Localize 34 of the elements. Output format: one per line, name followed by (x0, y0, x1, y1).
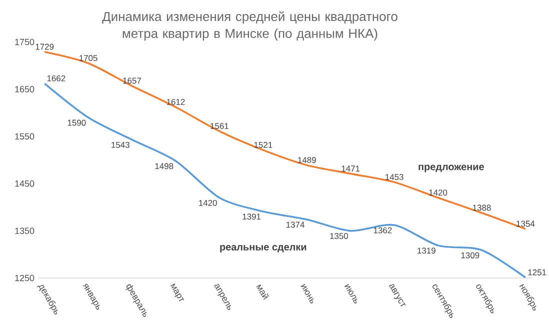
data-label: 1354 (516, 220, 535, 227)
data-label: 1612 (166, 98, 185, 105)
data-label: 1420 (429, 190, 448, 196)
data-label: 1309 (461, 252, 480, 258)
y-tick-label: 1350 (15, 228, 34, 234)
data-label: 1561 (210, 123, 228, 130)
data-label: 1543 (112, 142, 130, 148)
data-label: 1374 (286, 222, 304, 228)
data-label: 1362 (374, 227, 392, 234)
data-label: 1662 (47, 75, 66, 82)
data-label: 1498 (155, 163, 174, 170)
data-label: 1420 (199, 200, 217, 206)
y-tick-label: 1250 (15, 274, 34, 282)
data-label: 1729 (36, 44, 54, 50)
y-tick-label: 1750 (15, 38, 34, 46)
data-label: 1521 (254, 142, 272, 148)
data-label: 1657 (123, 78, 141, 84)
data-label: 1350 (330, 233, 348, 239)
data-label: 1388 (472, 204, 491, 211)
x-tick-label: май (256, 284, 270, 300)
data-label: 1705 (80, 55, 98, 62)
y-tick-label: 1450 (15, 180, 34, 187)
y-tick-label: 1550 (15, 133, 34, 140)
data-label: 1319 (418, 248, 436, 254)
data-label: 1590 (68, 120, 86, 126)
series-label: предложение (418, 164, 484, 172)
y-tick-label: 1650 (15, 86, 34, 92)
text: реальные сделки (220, 245, 306, 252)
data-label: 1471 (342, 166, 360, 172)
data-label: 1489 (298, 157, 316, 163)
chart-title: Динамика изменения средней цены квадратного метра квартир в Минске (по данным НКА) (102, 11, 398, 41)
data-label: 1251 (528, 269, 546, 276)
data-label: 1453 (386, 174, 404, 180)
data-label: 1391 (242, 214, 261, 220)
